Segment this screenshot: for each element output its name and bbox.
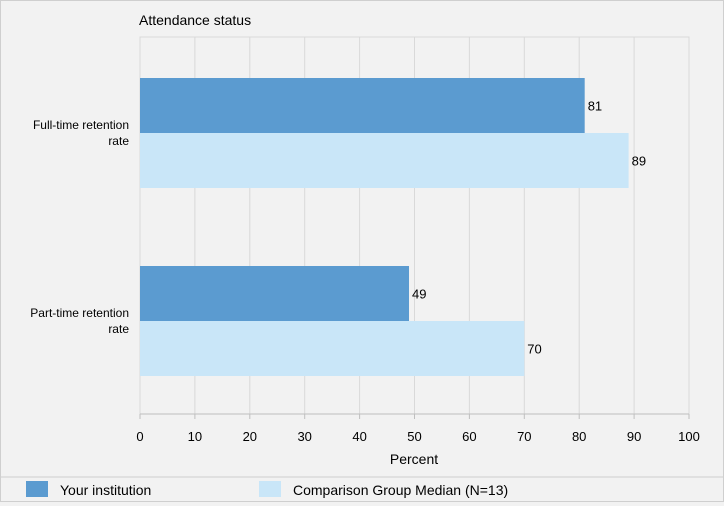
category-label: Full-time retention rate	[33, 118, 129, 148]
x-tick-label: 30	[297, 429, 311, 444]
data-label: 70	[527, 342, 541, 357]
bar	[140, 321, 525, 376]
x-tick-label: 100	[678, 429, 700, 444]
legend-label: Your institution	[60, 482, 151, 498]
category-label: Part-time retention rate	[30, 306, 129, 336]
x-tick-labels: 0 10 20 30 40 50 60 70 80 90 100	[136, 414, 700, 444]
x-tick-label: 50	[407, 429, 421, 444]
x-tick-label: 20	[243, 429, 257, 444]
category-labels: Full-time retention rate Part-time retenti…	[30, 118, 129, 336]
bar	[140, 78, 585, 133]
x-tick-label: 90	[627, 429, 641, 444]
legend: Your institution Comparison Group Median …	[26, 481, 508, 498]
data-label: 49	[412, 287, 426, 302]
x-tick-label: 60	[462, 429, 476, 444]
legend-swatch	[259, 481, 281, 497]
legend-label: Comparison Group Median (N=13)	[293, 482, 508, 498]
bar	[140, 133, 629, 188]
bar	[140, 266, 410, 321]
x-axis-label: Percent	[390, 451, 438, 467]
data-label: 89	[632, 154, 646, 169]
x-tick-label: 80	[572, 429, 586, 444]
x-tick-label: 40	[352, 429, 366, 444]
bars-group: 81 89 49 70	[140, 78, 646, 376]
x-tick-label: 0	[136, 429, 143, 444]
x-tick-label: 10	[188, 429, 202, 444]
legend-swatch	[26, 481, 48, 497]
chart-title: Attendance status	[139, 12, 251, 28]
x-tick-label: 70	[517, 429, 531, 444]
data-label: 81	[588, 99, 602, 114]
